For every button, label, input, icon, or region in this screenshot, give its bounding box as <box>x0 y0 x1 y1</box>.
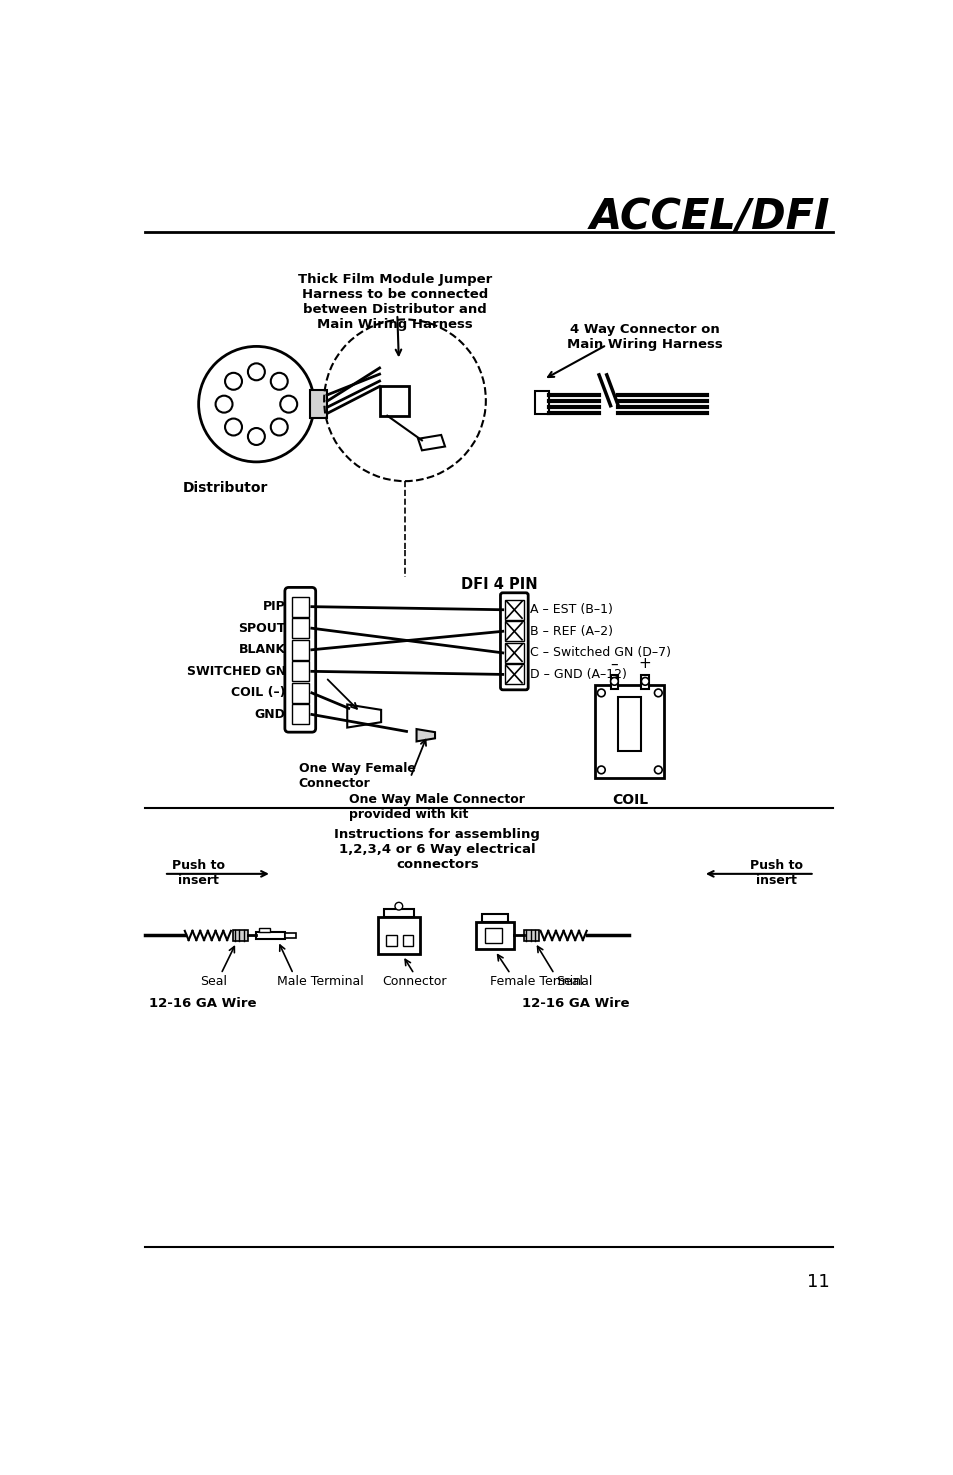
Text: Connector: Connector <box>381 975 446 988</box>
Bar <box>504 621 523 642</box>
Text: SPOUT: SPOUT <box>238 622 285 634</box>
Polygon shape <box>347 705 381 727</box>
Circle shape <box>271 373 288 389</box>
Circle shape <box>654 689 661 696</box>
Text: 12-16 GA Wire: 12-16 GA Wire <box>521 997 628 1010</box>
Bar <box>481 914 508 922</box>
Circle shape <box>248 428 265 445</box>
Text: One Way Male Connector
provided with kit: One Way Male Connector provided with kit <box>349 794 524 822</box>
Bar <box>504 664 523 684</box>
Bar <box>292 597 309 617</box>
Bar <box>285 934 295 938</box>
Bar <box>610 676 618 689</box>
Bar <box>523 931 538 941</box>
Bar <box>595 686 664 777</box>
Circle shape <box>640 677 648 686</box>
Bar <box>402 935 413 947</box>
Bar <box>504 600 523 620</box>
Bar <box>255 932 285 940</box>
Bar <box>292 640 309 659</box>
Text: BLANK: BLANK <box>238 643 285 656</box>
Bar <box>292 705 309 724</box>
Text: 12-16 GA Wire: 12-16 GA Wire <box>149 997 255 1010</box>
Bar <box>618 696 640 751</box>
Text: DFI 4 PIN: DFI 4 PIN <box>460 577 537 593</box>
Text: Seal: Seal <box>556 975 582 988</box>
Bar <box>476 922 514 950</box>
Text: One Way Female
Connector: One Way Female Connector <box>298 763 416 791</box>
Bar <box>292 618 309 639</box>
Text: Push to
insert: Push to insert <box>172 860 225 888</box>
Text: –: – <box>610 656 618 671</box>
Circle shape <box>597 689 604 696</box>
Text: SWITCHED GN: SWITCHED GN <box>187 665 285 678</box>
Polygon shape <box>416 729 435 742</box>
Circle shape <box>215 395 233 413</box>
Bar <box>484 928 501 943</box>
Bar <box>640 676 648 689</box>
Bar <box>259 928 270 932</box>
Text: ACCEL/DFI: ACCEL/DFI <box>589 196 829 237</box>
Circle shape <box>248 363 265 381</box>
Circle shape <box>280 395 297 413</box>
Bar <box>384 909 414 917</box>
Circle shape <box>654 766 661 774</box>
Text: Distributor: Distributor <box>183 481 269 496</box>
FancyBboxPatch shape <box>285 587 315 732</box>
Text: PIP: PIP <box>263 600 285 614</box>
Text: Seal: Seal <box>199 975 227 988</box>
Bar <box>385 935 396 947</box>
Text: 11: 11 <box>806 1273 829 1291</box>
Circle shape <box>271 419 288 435</box>
Polygon shape <box>417 435 444 450</box>
Bar <box>379 386 409 416</box>
FancyBboxPatch shape <box>500 593 528 690</box>
Bar <box>535 391 548 414</box>
Text: D – GND (A–12): D – GND (A–12) <box>529 668 626 681</box>
Text: +: + <box>639 656 651 671</box>
Text: 4 Way Connector on
Main Wiring Harness: 4 Way Connector on Main Wiring Harness <box>567 323 722 351</box>
Bar <box>233 931 248 941</box>
Text: Instructions for assembling
1,2,3,4 or 6 Way electrical
connectors: Instructions for assembling 1,2,3,4 or 6… <box>335 827 539 870</box>
Text: C – Switched GN (D–7): C – Switched GN (D–7) <box>529 646 670 659</box>
Text: Female Terminal: Female Terminal <box>490 975 592 988</box>
Text: Male Terminal: Male Terminal <box>276 975 363 988</box>
Bar <box>377 917 420 954</box>
Circle shape <box>610 677 618 686</box>
Circle shape <box>395 903 402 910</box>
Bar <box>292 683 309 704</box>
Circle shape <box>597 766 604 774</box>
Text: Push to
insert: Push to insert <box>749 860 801 888</box>
Bar <box>504 643 523 662</box>
Text: GND: GND <box>254 708 285 721</box>
Text: B – REF (A–2): B – REF (A–2) <box>529 625 612 637</box>
Bar <box>310 391 327 417</box>
Bar <box>292 661 309 681</box>
Circle shape <box>225 373 242 389</box>
Circle shape <box>225 419 242 435</box>
Text: COIL (–): COIL (–) <box>231 686 285 699</box>
Text: Thick Film Module Jumper
Harness to be connected
between Distributor and
Main Wi: Thick Film Module Jumper Harness to be c… <box>297 273 492 332</box>
Circle shape <box>198 347 314 462</box>
Text: A – EST (B–1): A – EST (B–1) <box>529 603 612 617</box>
Text: COIL: COIL <box>611 794 647 807</box>
